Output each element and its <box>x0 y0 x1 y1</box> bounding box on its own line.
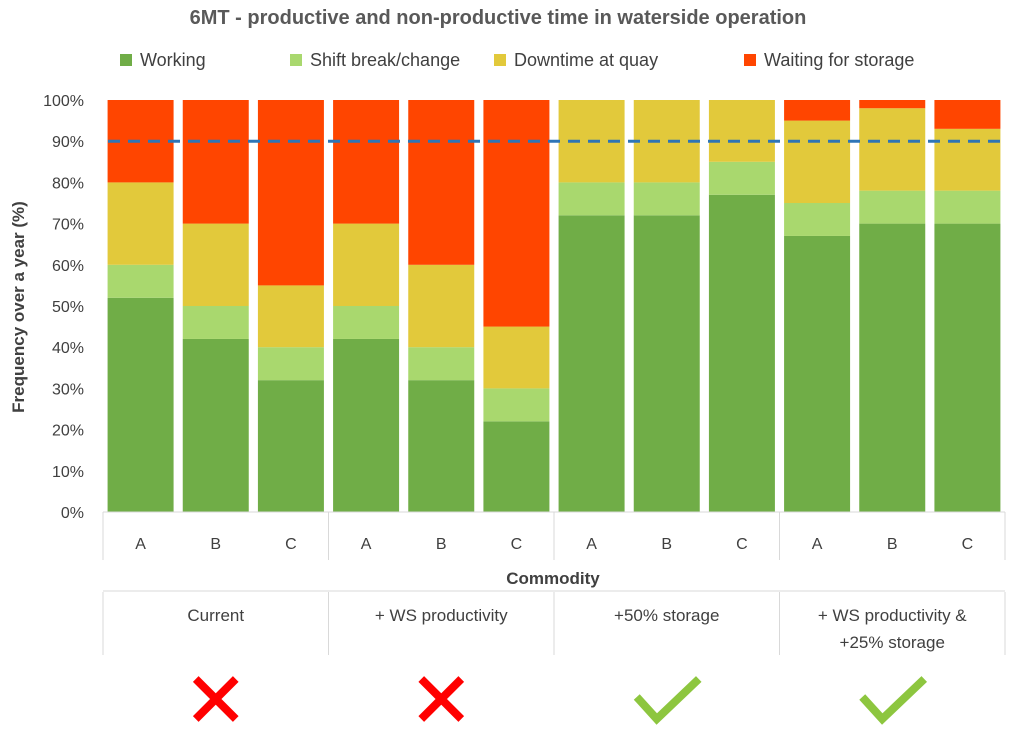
bar-segment <box>784 235 851 512</box>
y-tick-label: 60% <box>52 258 84 275</box>
y-tick-label: 70% <box>52 217 84 234</box>
legend-swatch <box>290 54 302 66</box>
y-tick-label: 20% <box>52 423 84 440</box>
bar-segment <box>333 100 400 224</box>
y-tick-label: 50% <box>52 299 84 316</box>
bar-segment <box>408 100 475 265</box>
bar-segment <box>107 182 174 265</box>
bar-segment <box>333 306 400 339</box>
bar-segment <box>483 326 550 389</box>
legend-label: Waiting for storage <box>764 50 914 70</box>
bar-segment <box>408 264 475 348</box>
bar-segment <box>182 223 249 306</box>
scenario-label: + WS productivity & +25% storage <box>818 606 967 652</box>
bar-segment <box>784 120 851 203</box>
x-tick-label: A <box>135 536 146 553</box>
y-tick-label: 10% <box>52 464 84 481</box>
outcome-marks <box>192 676 928 725</box>
bar-segment <box>257 380 324 512</box>
y-tick-label: 80% <box>52 175 84 192</box>
legend-label: Working <box>140 50 206 70</box>
x-tick-label: B <box>436 536 447 553</box>
bar-segment <box>107 297 174 512</box>
bar-segment <box>708 161 775 195</box>
x-tick-label: B <box>210 536 221 553</box>
bar-segment <box>633 182 700 216</box>
legend-swatch <box>744 54 756 66</box>
bar-segment <box>934 100 1001 129</box>
bar-segment <box>107 264 174 298</box>
x-tick-label: B <box>661 536 672 553</box>
bar-segment <box>633 215 700 513</box>
y-axis: 0% 10% 20% 30% 40% 50% 60% 70% 80% 90% 100% <box>43 93 84 522</box>
x-tick-label: C <box>962 536 974 553</box>
legend-swatch <box>120 54 132 66</box>
x-tick-label: B <box>887 536 898 553</box>
bar-segment <box>483 100 550 327</box>
bar-segment <box>182 100 249 224</box>
bar-segment <box>257 347 324 381</box>
x-tick-label: C <box>285 536 297 553</box>
legend: Working Shift break/change Downtime at qua… <box>120 50 914 70</box>
bar-segment <box>859 190 926 224</box>
bar-segment <box>784 100 851 121</box>
chart-title: 6MT - productive and non-productive time… <box>190 7 807 29</box>
scenario-label: Current <box>187 606 244 625</box>
y-tick-label: 30% <box>52 381 84 398</box>
bar-segment <box>257 285 324 348</box>
x-tick-label: C <box>511 536 523 553</box>
y-tick-label: 0% <box>61 505 84 522</box>
bar-segment <box>558 182 625 216</box>
bar-segment <box>333 338 400 512</box>
check-icon <box>633 676 702 725</box>
y-tick-label: 90% <box>52 134 84 151</box>
bar-segment <box>859 223 926 512</box>
bar-segment <box>483 421 550 512</box>
x-tick-label: C <box>736 536 748 553</box>
bar-segment <box>558 215 625 513</box>
bar-segment <box>934 190 1001 224</box>
bar-segment <box>257 100 324 286</box>
bars <box>107 100 1001 513</box>
scenario-label: + WS productivity <box>375 606 508 625</box>
bar-segment <box>182 338 249 512</box>
bar-segment <box>859 108 926 191</box>
scenario-label: +50% storage <box>614 606 719 625</box>
y-tick-label: 100% <box>43 93 84 110</box>
check-icon <box>859 676 928 725</box>
x-tick-label: A <box>586 536 597 553</box>
bar-segment <box>859 100 926 109</box>
x-tick-label: A <box>812 536 823 553</box>
y-tick-label: 40% <box>52 340 84 357</box>
bar-segment <box>708 100 775 162</box>
cross-icon <box>418 676 465 722</box>
bar-segment <box>408 347 475 381</box>
bar-segment <box>934 128 1001 191</box>
bar-segment <box>708 194 775 512</box>
legend-label: Downtime at quay <box>514 50 658 70</box>
legend-swatch <box>494 54 506 66</box>
x-tick-label: A <box>361 536 372 553</box>
legend-label: Shift break/change <box>310 50 460 70</box>
x-axis-title: Commodity <box>506 569 600 588</box>
bar-segment <box>333 223 400 306</box>
y-axis-title: Frequency over a year (%) <box>9 201 28 413</box>
category-table: A B C A B C A B C A B C Current + WS productivity +50%… <box>102 511 1006 655</box>
cross-icon <box>192 676 239 722</box>
bar-segment <box>408 380 475 512</box>
bar-segment <box>182 306 249 339</box>
bar-segment <box>784 203 851 236</box>
bar-segment <box>934 223 1001 512</box>
bar-segment <box>483 388 550 422</box>
